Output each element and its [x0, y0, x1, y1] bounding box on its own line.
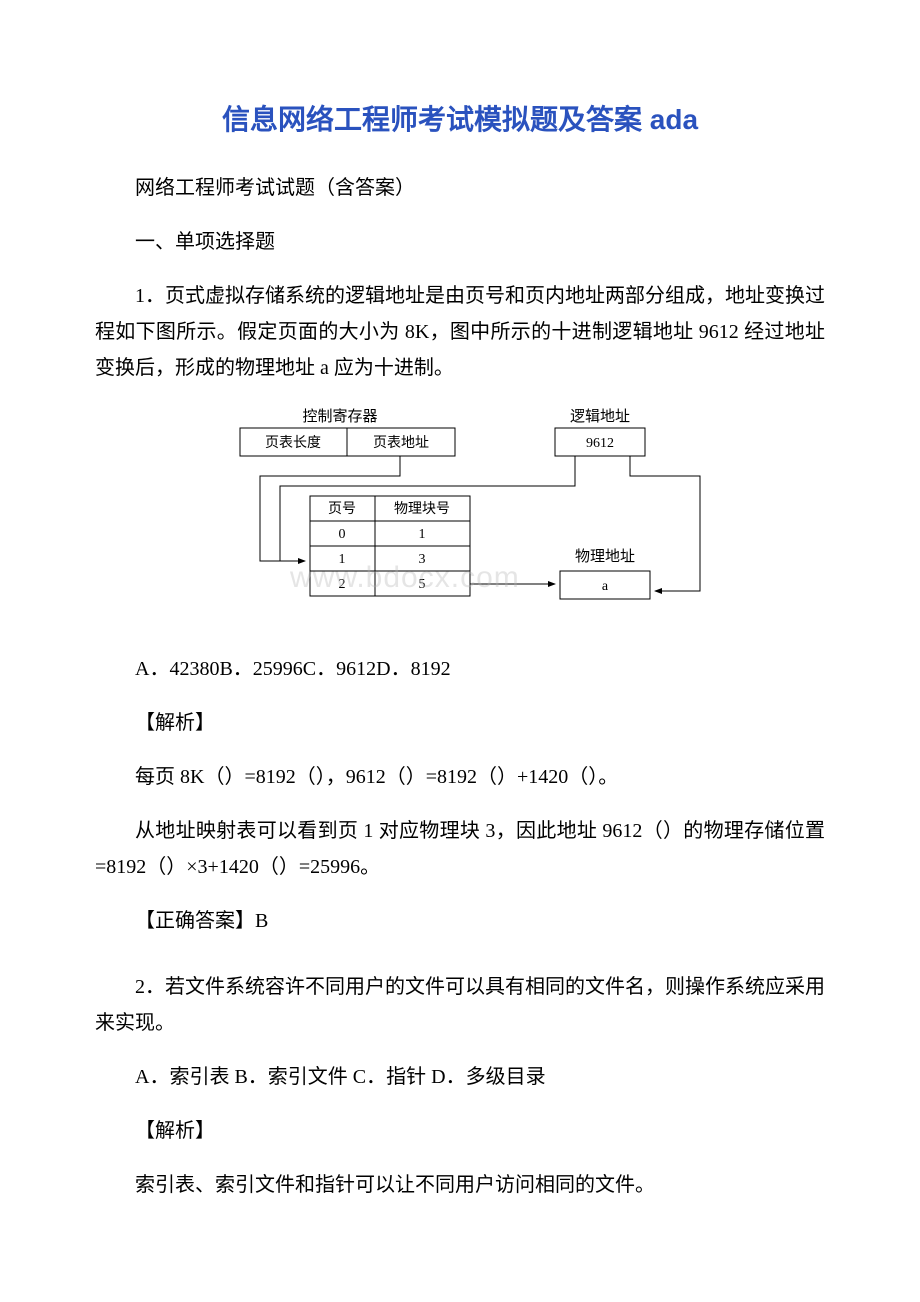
analysis-label: 【解析】 — [95, 705, 825, 741]
label-page-length: 页表长度 — [265, 435, 321, 451]
address-translation-diagram: 控制寄存器 逻辑地址 页表长度 页表地址 9612 页号 物理块号 0 1 — [200, 406, 720, 626]
document-subtitle: 网络工程师考试试题（含答案） — [95, 170, 825, 206]
table-cell: 3 — [419, 552, 426, 567]
question-2-text: 2．若文件系统容许不同用户的文件可以具有相同的文件名，则操作系统应采用来实现。 — [95, 969, 825, 1041]
question-2-analysis-1: 索引表、索引文件和指针可以让不同用户访问相同的文件。 — [95, 1167, 825, 1203]
analysis-label-2: 【解析】 — [95, 1113, 825, 1149]
label-logical-addr: 逻辑地址 — [570, 408, 630, 425]
table-cell: 1 — [339, 552, 346, 567]
question-1-analysis-1: 每页 8K（）=8192（），9612（）=8192（）+1420（）。 — [95, 759, 825, 795]
question-1-answer: 【正确答案】B — [95, 903, 825, 939]
question-1-options: A．42380B．25996C．9612D．8192 — [95, 651, 825, 687]
question-1-text: 1．页式虚拟存储系统的逻辑地址是由页号和页内地址两部分组成，地址变换过程如下图所… — [95, 278, 825, 386]
table-cell: 5 — [419, 577, 426, 592]
question-2-options: A．索引表 B．索引文件 C．指针 D．多级目录 — [95, 1059, 825, 1095]
table-cell: 1 — [419, 527, 426, 542]
col-block-header: 物理块号 — [394, 501, 450, 517]
question-1-analysis-2: 从地址映射表可以看到页 1 对应物理块 3，因此地址 9612（）的物理存储位置… — [95, 813, 825, 885]
logical-addr-value: 9612 — [586, 436, 614, 451]
label-physical-addr: 物理地址 — [575, 548, 635, 565]
col-page-header: 页号 — [328, 502, 356, 517]
section-header: 一、单项选择题 — [95, 224, 825, 260]
physical-addr-value: a — [602, 579, 609, 594]
label-control-register: 控制寄存器 — [302, 407, 377, 425]
label-page-addr: 页表地址 — [373, 435, 429, 451]
table-cell: 0 — [339, 527, 346, 542]
table-cell: 2 — [339, 577, 346, 592]
document-title: 信息网络工程师考试模拟题及答案 ada — [95, 95, 825, 145]
